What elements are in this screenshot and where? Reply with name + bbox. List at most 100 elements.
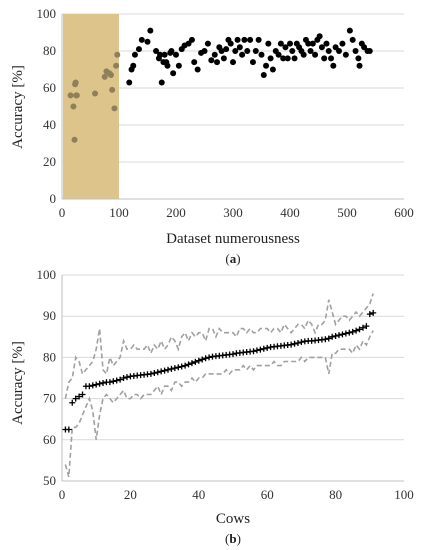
panel-b-label: (b) [225, 531, 241, 546]
panel-a-point-outside-24 [188, 36, 195, 43]
panel-a-point-outside-15 [164, 62, 171, 69]
panel-a-point-outside-86 [346, 27, 353, 34]
panel-b-mean-point-27 [154, 369, 161, 376]
panel-b-mean-point-42 [206, 354, 213, 361]
panel-b-mean-point-76 [322, 336, 329, 343]
panel-a-point-outside-4 [135, 46, 142, 53]
panel-b-mean-point-87 [359, 324, 366, 331]
panel-a-point-outside-87 [349, 36, 356, 43]
panel-a-point-outside-11 [158, 79, 165, 86]
panel-b-mean-point-1 [65, 426, 72, 433]
panel-a-point-outside-38 [227, 40, 234, 47]
panel-a-point-outside-53 [265, 40, 272, 47]
panel-a-point-outside-20 [175, 62, 182, 69]
panel-b-mean-point-14 [110, 378, 117, 385]
panel-a-point-outside-44 [241, 36, 248, 43]
panel-b-mean-point-67 [291, 340, 298, 347]
panel-a-point-outside-80 [328, 55, 335, 62]
panel-b-mean-point-58 [260, 345, 267, 352]
panel-a-point-outside-34 [218, 48, 225, 54]
panel-b-mean-point-18 [123, 374, 130, 381]
panel-b-mean-point-83 [346, 329, 353, 336]
panel-a-point-outside-71 [307, 48, 314, 54]
panel-b-mean-point-28 [158, 368, 165, 375]
panel-b-mean-point-31 [168, 365, 175, 372]
a-x-tick-3: 300 [223, 205, 243, 220]
panel-b-mean-point-41 [202, 355, 209, 362]
a-x-tick-5: 500 [337, 205, 357, 220]
b-y-tick-5: 100 [37, 267, 57, 282]
panel-a-point-inside-15 [114, 51, 121, 58]
panel-a-points [67, 27, 373, 143]
panel-b-label-letter: b [229, 531, 236, 546]
panel-b-mean-point-85 [353, 327, 360, 334]
panel-b-mean-point-34 [178, 363, 185, 370]
panel-b-mean-point-13 [106, 379, 113, 386]
panel-a-point-outside-81 [330, 62, 337, 69]
panel-b-gridlines [62, 274, 404, 441]
panel-a-point-outside-63 [289, 48, 296, 54]
panel-a-point-outside-73 [312, 51, 319, 58]
panel-a-point-outside-28 [201, 48, 208, 54]
panel-a-point-outside-72 [309, 40, 316, 47]
panel-a-point-outside-3 [131, 51, 138, 58]
panel-b-axes [61, 275, 404, 482]
panel-b-mean-point-68 [294, 339, 301, 346]
panel-b-mean-point-7 [86, 383, 93, 390]
panel-a-point-outside-6 [144, 38, 151, 45]
panel-b-mean-point-84 [349, 328, 356, 335]
b-x-tick-4: 80 [329, 487, 342, 502]
b-x-tick-2: 40 [192, 487, 205, 502]
panel-b-mean-point-57 [257, 346, 264, 353]
panel-a-point-outside-62 [287, 40, 293, 47]
panel-b-mean-point-55 [250, 348, 257, 355]
panel-b-mean-point-33 [175, 364, 182, 371]
panel-a-point-outside-25 [191, 59, 198, 66]
panel-b-x-axis-label: Cows [216, 511, 250, 527]
panel-a-point-outside-76 [318, 44, 325, 51]
panel-a-point-outside-61 [284, 55, 291, 62]
panel-a-point-inside-2 [71, 136, 78, 143]
panel-a-scatter: 0 20 40 60 80 100 0 100 200 300 400 500 600 Dataset… [10, 6, 414, 266]
panel-a-label-close: ) [236, 251, 240, 266]
panel-a-point-outside-94 [366, 48, 373, 54]
panel-b-mean-point-16 [117, 376, 124, 383]
panel-a-point-outside-35 [220, 55, 227, 62]
panel-b-label-close: ) [237, 531, 241, 546]
panel-b-mean-point-89 [366, 311, 373, 318]
panel-b-mean-point-56 [253, 347, 260, 354]
panel-a-point-outside-2 [130, 62, 137, 69]
a-y-tick-3: 60 [43, 80, 56, 95]
a-x-tick-4: 400 [280, 205, 300, 220]
panel-b-mean-point-78 [329, 333, 336, 340]
b-y-tick-1: 60 [43, 432, 56, 447]
panel-a-point-outside-90 [356, 62, 363, 69]
panel-b-mean-point-82 [342, 330, 349, 337]
panel-b-mean-point-5 [79, 391, 86, 398]
panel-a-point-outside-43 [239, 51, 246, 58]
panel-a-point-outside-85 [342, 51, 349, 58]
panel-a-point-outside-59 [280, 55, 287, 62]
panel-b-mean-point-66 [288, 341, 295, 348]
a-x-tick-1: 100 [109, 205, 129, 220]
panel-b-mean-point-11 [100, 379, 107, 386]
panel-a-point-outside-7 [147, 27, 154, 34]
panel-a-point-outside-29 [204, 40, 211, 47]
panel-a-point-outside-8 [153, 48, 160, 54]
a-x-tick-6: 600 [394, 205, 414, 220]
panel-a-point-outside-75 [316, 33, 323, 40]
panel-b-mean-point-69 [298, 339, 305, 346]
panel-b-mean-point-79 [332, 332, 339, 339]
b-x-tick-5: 100 [394, 487, 414, 502]
panel-a-point-outside-49 [255, 36, 262, 43]
panel-b-line: 50 60 70 80 90 100 0 20 40 60 80 100 Cows Accuracy… [10, 267, 414, 546]
panel-a-point-outside-36 [223, 46, 230, 53]
panel-a-point-inside-0 [67, 92, 74, 99]
panel-b-mean-point-80 [336, 332, 343, 339]
panel-a-point-outside-45 [244, 48, 251, 54]
panel-a-y-axis-label: Accuracy [%] [10, 65, 26, 149]
panel-b-mean-point-36 [185, 361, 192, 368]
panel-a-point-inside-13 [111, 105, 118, 112]
panel-a-x-tick-labels: 0 100 200 300 400 500 600 [59, 205, 414, 220]
